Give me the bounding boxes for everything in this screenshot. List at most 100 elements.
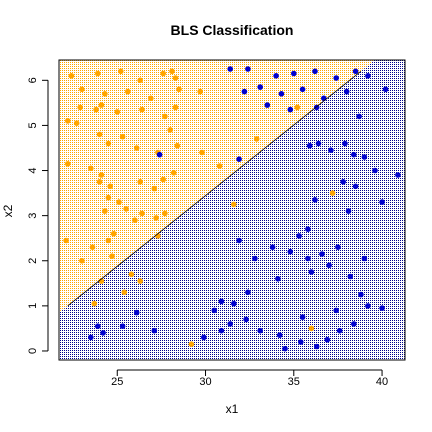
y-axis-label: x2 xyxy=(1,204,15,217)
data-point xyxy=(243,316,249,323)
data-point xyxy=(137,179,143,185)
data-point xyxy=(328,147,334,153)
data-point xyxy=(167,127,173,133)
data-point xyxy=(121,289,128,296)
data-point xyxy=(95,323,101,330)
data-point xyxy=(188,341,195,348)
data-point xyxy=(65,118,71,124)
data-point xyxy=(298,339,304,345)
data-point xyxy=(133,309,140,316)
data-point xyxy=(305,255,311,262)
data-point xyxy=(102,91,108,97)
data-point xyxy=(345,208,352,214)
y-tick-label: 2 xyxy=(27,258,39,264)
data-point xyxy=(319,251,325,257)
data-point xyxy=(172,75,179,81)
data-point xyxy=(162,113,168,120)
data-point xyxy=(211,307,218,314)
data-point xyxy=(326,262,332,269)
data-point xyxy=(299,86,306,93)
data-point xyxy=(241,88,248,95)
data-point xyxy=(333,307,340,314)
data-point xyxy=(291,70,297,77)
data-point xyxy=(294,104,301,111)
data-point xyxy=(118,68,124,75)
data-point xyxy=(308,269,315,275)
data-point xyxy=(306,142,313,149)
y-tick-label: 3 xyxy=(27,213,39,219)
data-point xyxy=(89,244,96,250)
data-point xyxy=(379,199,385,205)
x-tick-label: 25 xyxy=(111,376,123,388)
data-point xyxy=(305,226,311,232)
data-point xyxy=(105,237,112,244)
data-point xyxy=(287,248,294,255)
data-point xyxy=(107,183,113,190)
decision-boundary-line xyxy=(67,70,362,307)
data-point xyxy=(352,68,359,75)
data-point xyxy=(105,140,112,147)
y-tick-label: 4 xyxy=(27,167,39,173)
data-point xyxy=(119,323,126,330)
y-tick-label: 0 xyxy=(27,348,39,354)
data-point xyxy=(79,86,85,93)
data-point xyxy=(160,70,166,77)
data-point xyxy=(170,170,177,176)
data-point xyxy=(245,66,251,72)
data-point xyxy=(321,95,327,102)
data-point xyxy=(174,142,181,149)
data-point xyxy=(315,140,322,147)
data-point xyxy=(116,199,122,205)
y-tick-label: 6 xyxy=(27,77,39,83)
data-point xyxy=(77,104,83,111)
data-point xyxy=(91,300,98,307)
data-point xyxy=(340,179,347,185)
data-point xyxy=(287,106,294,113)
data-point xyxy=(372,167,378,174)
data-point xyxy=(88,165,94,172)
data-point xyxy=(65,161,71,167)
data-point xyxy=(351,321,357,327)
region-class-b xyxy=(59,60,405,360)
data-point xyxy=(110,230,117,237)
data-point xyxy=(96,179,103,185)
data-point xyxy=(100,330,106,336)
data-point xyxy=(125,88,131,95)
data-point xyxy=(109,253,115,259)
data-point xyxy=(365,303,371,309)
data-point xyxy=(365,73,371,79)
data-point xyxy=(96,131,103,138)
data-point xyxy=(176,86,182,93)
data-point xyxy=(252,255,258,262)
data-point xyxy=(63,237,69,244)
data-point xyxy=(313,343,320,350)
data-point xyxy=(153,215,159,221)
data-point xyxy=(98,102,105,108)
data-point xyxy=(199,149,205,156)
data-point xyxy=(335,244,341,250)
data-point xyxy=(132,217,138,223)
data-point xyxy=(137,77,143,84)
data-point xyxy=(395,172,401,178)
data-point xyxy=(342,140,348,147)
data-point xyxy=(352,183,359,190)
data-point xyxy=(245,289,251,296)
data-point xyxy=(68,73,75,79)
data-point xyxy=(139,210,145,217)
data-point xyxy=(231,300,237,307)
data-point xyxy=(336,327,343,334)
data-point xyxy=(169,68,175,75)
data-point xyxy=(114,109,121,115)
data-point xyxy=(133,145,140,151)
data-point xyxy=(276,332,283,339)
data-point xyxy=(128,271,135,278)
x-tick-label: 35 xyxy=(288,376,300,388)
y-tick-label: 5 xyxy=(27,122,39,128)
data-point xyxy=(102,208,108,214)
data-point xyxy=(197,88,203,95)
data-point xyxy=(231,201,237,208)
data-point xyxy=(379,305,385,311)
data-point xyxy=(275,276,281,282)
data-point xyxy=(93,106,99,113)
